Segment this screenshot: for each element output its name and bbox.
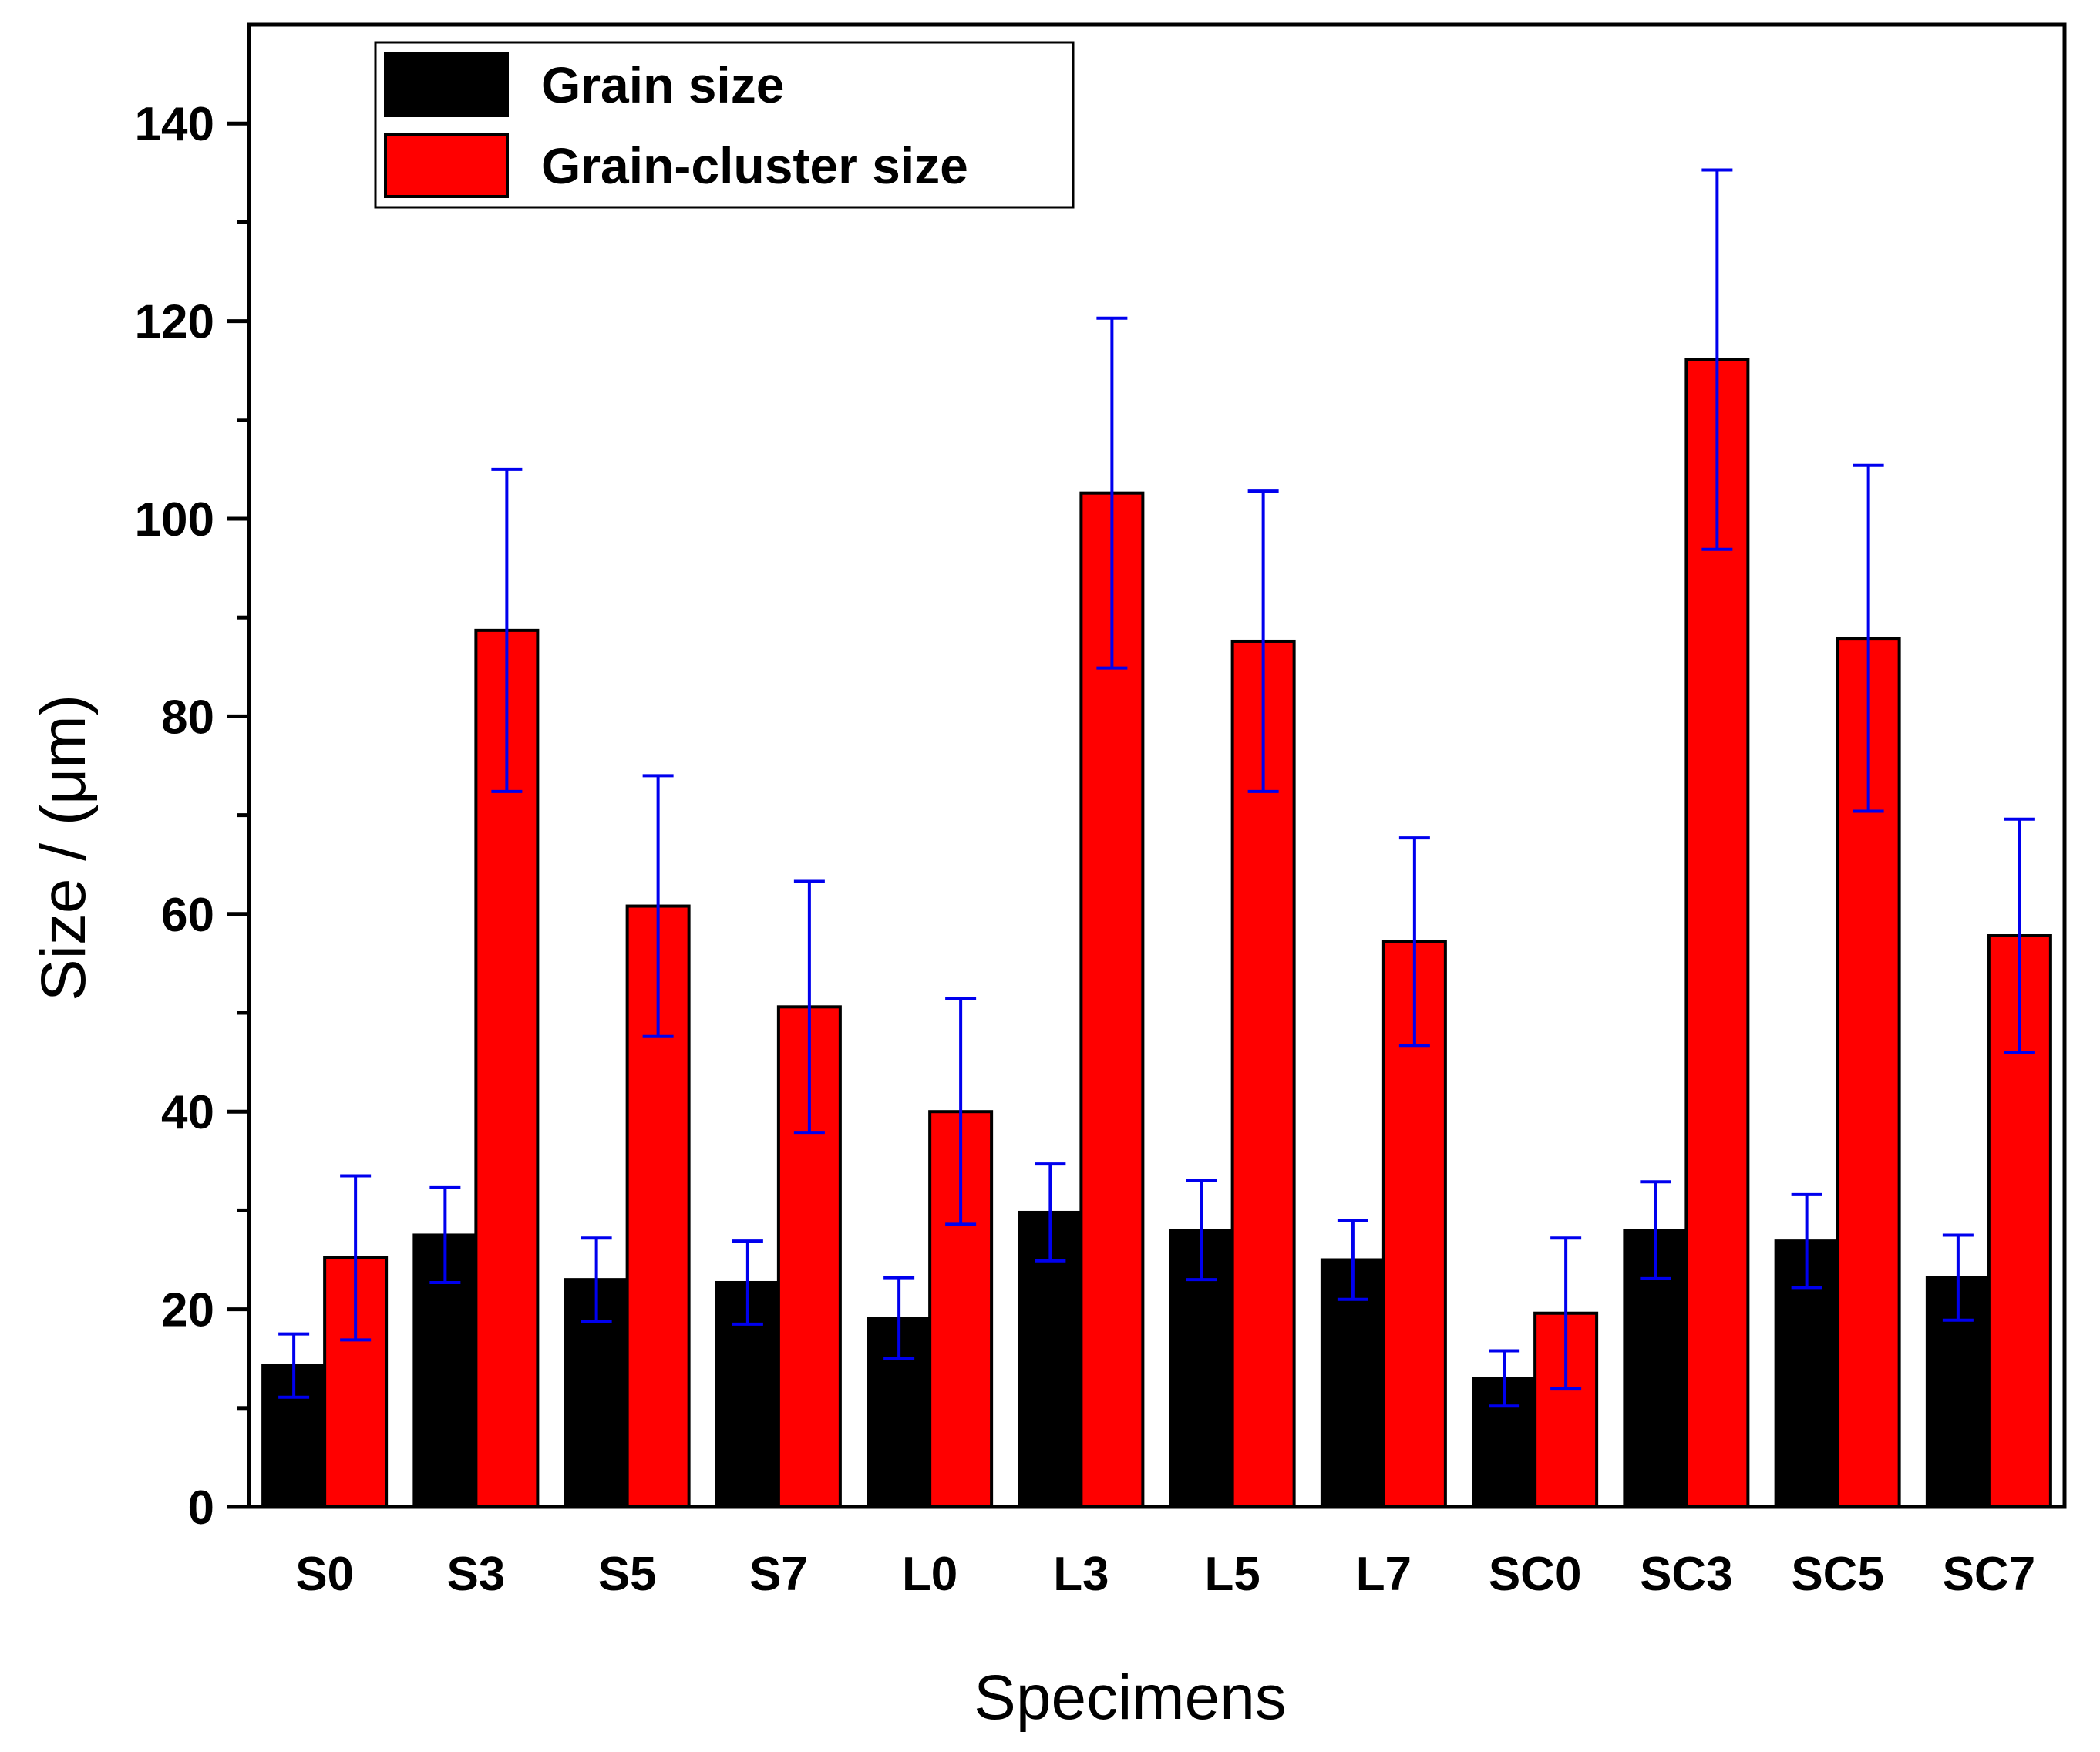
x-tick-label-l0: L0 [902,1548,957,1601]
error-bar-grain-s0 [278,1332,310,1399]
error-bar-grain-sc3 [1640,1180,1671,1280]
y-tick-label: 140 [135,98,214,151]
x-tick-label-sc0: SC0 [1489,1548,1582,1601]
error-bar-cluster-sc5 [1853,463,1884,813]
x-tick-label-s3: S3 [446,1548,505,1601]
x-tick-label-l5: L5 [1204,1548,1260,1601]
plot-frame [247,22,2067,1509]
y-tick-label: 100 [135,493,214,546]
x-axis-title: Specimens [974,1663,1287,1733]
legend-label-cluster: Grain-cluster size [541,137,968,194]
error-bar-grain-s5 [581,1236,612,1323]
error-bar-grain-sc7 [1942,1233,1974,1322]
x-tick-label-sc5: SC5 [1791,1548,1884,1601]
legend-swatch-cluster [384,133,509,198]
y-axis-title: Size / (μm) [29,694,99,1001]
x-tick-label-l3: L3 [1053,1548,1109,1601]
error-bar-cluster-l0 [945,997,977,1226]
y-tick-label: 0 [188,1481,214,1535]
legend-swatch-grain [384,52,509,117]
y-tick-label: 20 [161,1284,214,1337]
error-bar-cluster-s7 [793,879,825,1135]
error-bar-cluster-s5 [642,774,674,1038]
x-tick-label-sc3: SC3 [1640,1548,1733,1601]
y-tick-label: 80 [161,691,214,744]
bar-grain-s5 [564,1278,629,1508]
error-bar-grain-sc5 [1791,1192,1822,1290]
bar-cluster-l3 [1079,491,1145,1509]
y-tick-label: 120 [135,296,214,349]
bar-grain-l7 [1320,1258,1385,1508]
error-bar-grain-l3 [1035,1162,1066,1263]
error-bar-grain-l7 [1337,1219,1368,1301]
x-tick-label-s7: S7 [749,1548,808,1601]
y-tick-label: 40 [161,1086,214,1139]
legend: Grain size Grain-cluster size [374,41,1075,209]
error-bar-cluster-sc7 [2004,817,2035,1054]
error-bar-cluster-sc0 [1550,1236,1582,1391]
error-bar-grain-s3 [429,1185,461,1284]
error-bar-cluster-s3 [491,467,523,793]
error-bar-grain-sc0 [1489,1349,1520,1408]
error-bar-cluster-l7 [1398,836,1430,1048]
x-tick-label-s5: S5 [598,1548,657,1601]
error-bar-grain-l5 [1186,1179,1217,1282]
error-bar-cluster-sc3 [1701,168,1733,551]
bar-cluster-l0 [928,1110,994,1508]
error-bar-grain-s7 [732,1239,763,1326]
error-bar-cluster-l3 [1096,316,1128,670]
x-tick-label-l7: L7 [1356,1548,1412,1601]
x-tick-label-sc7: SC7 [1943,1548,2036,1601]
error-bar-cluster-l5 [1247,489,1279,793]
error-bar-grain-l0 [883,1276,915,1360]
x-tick-label-s0: S0 [295,1548,354,1601]
error-bar-cluster-s0 [340,1174,372,1342]
y-tick-label: 60 [161,889,214,942]
legend-label-grain: Grain size [541,56,784,113]
